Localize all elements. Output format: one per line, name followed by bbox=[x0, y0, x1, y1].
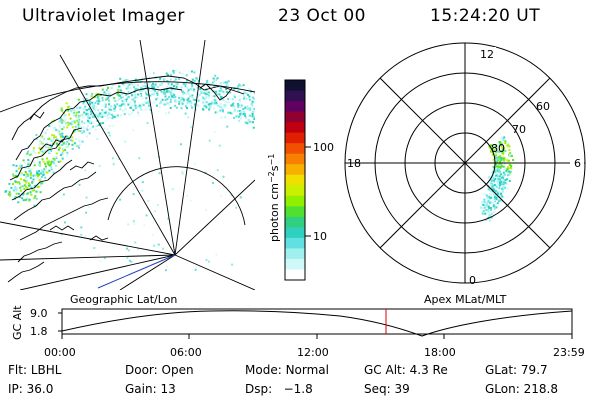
coastline bbox=[7, 75, 245, 283]
status-ip: IP: 36.0 bbox=[8, 382, 54, 396]
status-glon: GLon: 218.8 bbox=[485, 382, 558, 396]
colorbar-swatch bbox=[285, 206, 305, 218]
header-date: 23 Oct 00 bbox=[278, 6, 366, 26]
colorbar-swatch bbox=[285, 269, 305, 281]
status-filter: Flt: LBHL bbox=[8, 363, 62, 377]
colorbar-swatch bbox=[285, 258, 305, 271]
polar-plot: 12 6 0 18 60 70 80 bbox=[344, 42, 586, 287]
lat-label-70: 70 bbox=[512, 123, 526, 136]
polar-auroral-emission bbox=[479, 136, 515, 222]
alt-xtick-1200: 12:00 bbox=[297, 346, 329, 359]
colorbar-swatch bbox=[285, 80, 305, 92]
alt-xtick-2359: 23:59 bbox=[553, 346, 585, 359]
alt-xtick-1800: 18:00 bbox=[424, 346, 456, 359]
colorbar-swatch bbox=[285, 164, 305, 176]
svg-text:photon cm−2s−1: photon cm−2s−1 bbox=[267, 154, 281, 242]
colorbar-unit-label: photon cm−2s−1 bbox=[267, 154, 281, 242]
alt-xtick-0600: 06:00 bbox=[170, 346, 202, 359]
mlt-label-12: 12 bbox=[480, 48, 494, 61]
colorbar-swatch bbox=[285, 90, 305, 102]
colorbar-swatch bbox=[285, 216, 305, 228]
colorbar-swatch bbox=[285, 101, 305, 113]
colorbar-swatch bbox=[285, 153, 305, 165]
altitude-strip: 9.0 1.8 GC Alt 00:00 06:00 12:00 18:00 2… bbox=[11, 305, 585, 359]
colorbar-swatch bbox=[285, 248, 305, 260]
status-gc-alt: GC Alt: 4.3 Re bbox=[364, 363, 448, 377]
status-gain: Gain: 13 bbox=[125, 382, 176, 396]
colorbar-swatch bbox=[285, 227, 305, 239]
lat-label-80: 80 bbox=[491, 142, 505, 155]
colorbar-tick-100: 100 bbox=[313, 141, 334, 154]
colorbar-swatch bbox=[285, 143, 305, 155]
colorbar-swatch bbox=[285, 111, 305, 123]
alt-axis-title: GC Alt bbox=[11, 305, 24, 340]
geo-panel-label: Geographic Lat/Lon bbox=[70, 293, 177, 306]
mlt-label-18: 18 bbox=[347, 157, 361, 170]
header-time: 15:24:20 UT bbox=[430, 6, 541, 26]
mlt-label-0: 0 bbox=[469, 274, 476, 287]
lat-label-60: 60 bbox=[536, 100, 550, 113]
geo-grid bbox=[0, 40, 255, 290]
alt-xtick-0000: 00:00 bbox=[44, 346, 76, 359]
status-mode: Mode: Normal bbox=[245, 363, 329, 377]
alt-ytick-1.8: 1.8 bbox=[30, 325, 48, 338]
geo-auroral-emission bbox=[4, 69, 255, 272]
polar-panel-label: Apex MLat/MLT bbox=[424, 293, 507, 306]
colorbar bbox=[285, 80, 305, 281]
header-title: Ultraviolet Imager bbox=[22, 6, 185, 26]
altitude-curve bbox=[61, 310, 573, 337]
colorbar-swatch bbox=[285, 132, 305, 144]
nadir-track bbox=[97, 254, 176, 289]
colorbar-swatch bbox=[285, 195, 305, 207]
geographic-map bbox=[0, 40, 255, 290]
status-dsp: Dsp: −1.8 bbox=[245, 382, 313, 396]
colorbar-swatch bbox=[285, 174, 305, 186]
colorbar-tick-10: 10 bbox=[313, 230, 327, 243]
alt-ytick-9: 9.0 bbox=[30, 307, 48, 320]
mlt-label-6: 6 bbox=[574, 157, 581, 170]
status-seq: Seq: 39 bbox=[364, 382, 410, 396]
status-door: Door: Open bbox=[125, 363, 194, 377]
colorbar-swatch bbox=[285, 185, 305, 197]
status-glat: GLat: 79.7 bbox=[485, 363, 548, 377]
colorbar-swatch bbox=[285, 122, 305, 134]
colorbar-swatch bbox=[285, 237, 305, 250]
